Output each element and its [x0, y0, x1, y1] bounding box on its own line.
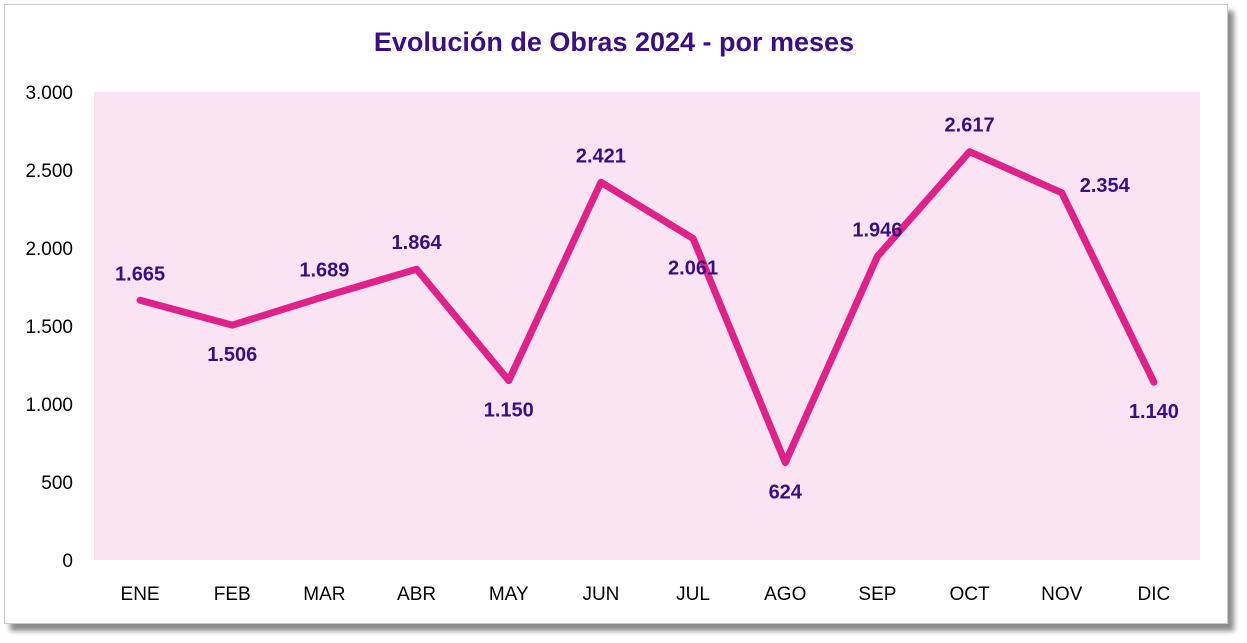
x-tick-label: OCT: [950, 584, 991, 605]
y-tick-label: 3.000: [25, 83, 73, 104]
data-label: 1.150: [484, 400, 534, 422]
data-label: 2.617: [945, 115, 995, 137]
x-tick-label: ABR: [397, 584, 436, 605]
y-tick-label: 1.500: [25, 317, 73, 338]
data-label: 1.665: [115, 263, 165, 285]
plot-area: [94, 92, 1200, 560]
x-tick-label: JUN: [582, 584, 619, 605]
x-tick-label: SEP: [858, 584, 896, 605]
data-label: 624: [769, 482, 803, 504]
x-axis: ENE FEB MAR ABR MAY JUN JUL AGO SEP OCT NOV DIC: [121, 584, 1171, 605]
x-tick-label: FEB: [214, 584, 251, 605]
data-label: 2.061: [668, 257, 718, 279]
y-tick-label: 0: [62, 551, 73, 572]
data-label: 1.946: [852, 219, 902, 241]
y-axis: 0 500 1.000 1.500 2.000 2.500 3.000: [25, 83, 73, 572]
x-tick-label: DIC: [1138, 584, 1171, 605]
y-tick-label: 500: [41, 473, 73, 494]
x-tick-label: MAY: [489, 584, 529, 605]
x-tick-label: ENE: [121, 584, 160, 605]
chart-title: Evolución de Obras 2024 - por meses: [374, 27, 854, 57]
data-label: 2.354: [1080, 175, 1131, 197]
x-tick-label: AGO: [764, 584, 806, 605]
series-line: [136, 148, 1158, 467]
y-tick-label: 1.000: [25, 395, 73, 416]
data-label: 1.506: [207, 344, 257, 366]
x-tick-label: JUL: [676, 584, 710, 605]
data-label: 1.689: [299, 260, 349, 282]
data-label: 2.421: [576, 145, 626, 167]
x-tick-label: NOV: [1041, 584, 1083, 605]
y-tick-label: 2.000: [25, 239, 73, 260]
data-labels: 1.665 1.506 1.689 1.864 1.150 2.421 2.061 624 1.…: [115, 115, 1179, 504]
x-tick-label: MAR: [303, 584, 345, 605]
data-label: 1.140: [1129, 401, 1179, 423]
y-tick-label: 2.500: [25, 161, 73, 182]
data-label: 1.864: [392, 232, 443, 254]
